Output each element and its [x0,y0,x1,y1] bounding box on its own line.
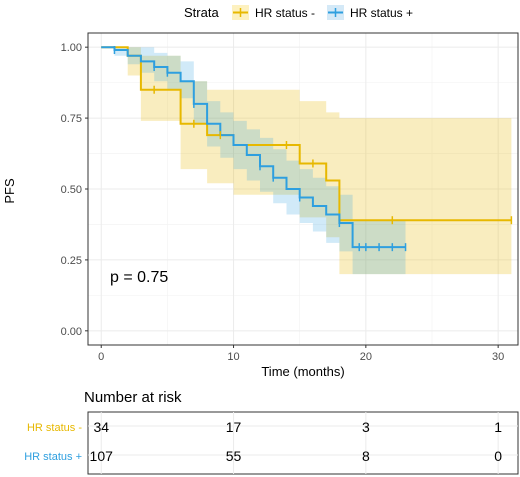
x-axis-title: Time (months) [261,364,344,379]
survival-curve-hr-pos [101,46,406,249]
y-tick-label-3: 0.75 [61,113,82,125]
km-plot-panel: 0.00 0.25 0.50 0.75 1.00 0 10 20 30 p = 0.75 Ti… [2,32,519,379]
x-tick-label-1: 10 [227,351,239,363]
ci-band-hr-pos [101,47,406,275]
risk-count-hr-pos-1: 55 [226,448,242,464]
risk-row-label-hr-pos: HR status + [24,451,82,463]
risk-count-hr-neg-2: 3 [362,419,370,435]
risk-table-grid [88,412,518,474]
x-tick-label-3: 30 [492,351,504,363]
risk-count-hr-neg-3: 1 [494,419,502,435]
legend-key-hr-pos [327,5,344,20]
p-value-annotation: p = 0.75 [110,269,168,286]
legend-title: Strata [184,5,219,20]
x-tick-label-0: 0 [98,351,104,363]
y-axis-title: PFS [2,178,17,204]
censor-marks [113,46,513,252]
y-axis-ticks: 0.00 0.25 0.50 0.75 1.00 [61,42,88,338]
confidence-bands [101,47,512,275]
ci-band-hr-neg [101,47,512,275]
legend: Strata HR status - HR status + [184,5,413,20]
risk-table: Number at risk HR status -34 17 3 1HR statu… [24,389,519,475]
risk-count-hr-neg-1: 17 [226,419,242,435]
risk-count-hr-pos-2: 8 [362,448,370,464]
y-tick-label-1: 0.25 [61,255,82,267]
risk-table-rows: HR status - 34 17 3 1 HR status + 107 55 8 0 [24,419,502,464]
risk-row-label-hr-neg: HR status - [27,422,82,434]
risk-count-hr-pos-3: 0 [494,448,502,464]
x-axis-ticks: 0 10 20 30 [98,345,504,363]
risk-count-hr-pos-0: 107 [90,448,114,464]
legend-label-hr-pos: HR status + [350,6,413,20]
y-tick-label-4: 1.00 [61,42,82,54]
risk-table-border [87,411,519,475]
legend-label-hr-neg: HR status - [255,6,315,20]
y-tick-label-2: 0.50 [61,184,82,196]
y-tick-label-0: 0.00 [61,326,82,338]
x-tick-label-2: 20 [360,351,372,363]
risk-table-title: Number at risk [84,389,182,406]
legend-key-hr-neg [232,5,249,20]
grid-lines [88,33,518,345]
risk-count-hr-neg-0: 34 [93,419,109,435]
